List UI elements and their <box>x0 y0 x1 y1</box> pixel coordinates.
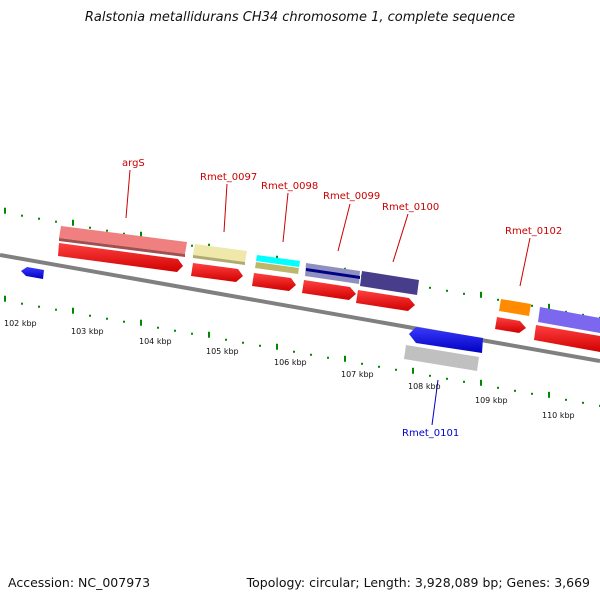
gc-tick <box>38 305 40 308</box>
gene-label-argS: argS <box>122 158 145 169</box>
accession-label: Accession: NC_007973 <box>8 575 151 590</box>
gene-right-forward <box>534 325 600 352</box>
kbp-tick-label: 104 kbp <box>139 337 172 346</box>
gc-tick <box>548 391 550 398</box>
gc-tick <box>480 291 482 298</box>
kbp-tick-label: 107 kbp <box>341 370 374 379</box>
kbp-tick-label: 108 kbp <box>408 382 441 391</box>
gene-Rmet_0100 <box>356 290 415 311</box>
gc-tick <box>395 368 397 371</box>
kbp-tick-label: 109 kbp <box>475 396 508 405</box>
gc-tick <box>514 389 516 392</box>
kbp-tick-labels: 102 kbp 103 kbp 104 kbp 105 kbp 106 kbp 107 k… <box>4 319 575 420</box>
gc-tick <box>378 365 380 368</box>
gc-tick <box>55 308 57 311</box>
gene-box-Rmet_0097-shadow <box>193 255 245 265</box>
gc-tick <box>55 220 57 223</box>
gene-label-Rmet_0098: Rmet_0098 <box>261 181 318 192</box>
gc-tick <box>191 244 193 247</box>
gene-label-Rmet_0100: Rmet_0100 <box>382 202 439 213</box>
gc-tick <box>174 329 176 332</box>
gene-box-Rmet_0101 <box>404 345 479 371</box>
gc-tick <box>208 331 210 338</box>
gene-box-Rmet_0098-b <box>255 262 299 274</box>
gc-tick <box>497 386 499 389</box>
gc-tick <box>293 350 295 353</box>
gc-tick <box>21 214 23 217</box>
gene-label-Rmet_0099: Rmet_0099 <box>323 191 380 202</box>
gc-tick <box>497 298 499 301</box>
label-leader-lines <box>125 169 531 287</box>
gene-left-reverse <box>21 267 44 279</box>
gene-box-Rmet_0102 <box>499 299 531 316</box>
gc-tick <box>38 217 40 220</box>
gc-tick <box>123 232 125 235</box>
gc-tick <box>157 326 159 329</box>
genome-backbone <box>0 253 600 363</box>
gc-tick <box>463 380 465 383</box>
gene-box-Rmet_0100 <box>360 271 419 295</box>
label-leader-line-Rmet_0101 <box>431 379 439 426</box>
gc-tick <box>446 377 448 380</box>
gc-tick <box>412 367 414 374</box>
gc-tick <box>582 401 584 404</box>
map-title: Ralstonia metallidurans CH34 chromosome … <box>84 10 516 25</box>
gc-tick <box>123 320 125 323</box>
genome-summary: Topology: circular; Length: 3,928,089 bp… <box>246 575 590 590</box>
gene-box-Rmet_0098-a <box>256 255 300 267</box>
gene-box-right <box>538 307 600 333</box>
kbp-tick-label: 102 kbp <box>4 319 37 328</box>
gc-tick <box>225 338 227 341</box>
gc-tick <box>429 286 431 289</box>
gc-tick <box>140 319 142 326</box>
kbp-tick-label: 105 kbp <box>206 347 239 356</box>
kbp-tick-label: 110 kbp <box>542 411 575 420</box>
gc-tick <box>89 226 91 229</box>
gc-tick <box>191 332 193 335</box>
gc-tick <box>480 379 482 386</box>
gc-tick <box>344 355 346 362</box>
gc-tick <box>106 317 108 320</box>
gc-tick <box>531 304 533 307</box>
gc-tick <box>446 289 448 292</box>
gene-Rmet_0099 <box>302 280 356 300</box>
gene-label-Rmet_0101: Rmet_0101 <box>402 428 459 439</box>
gene-box-Rmet_0099-line <box>306 268 360 279</box>
gc-tick <box>72 219 74 226</box>
kbp-tick-label: 103 kbp <box>71 327 104 336</box>
gene-box-argS <box>59 226 187 254</box>
gc-tick <box>242 341 244 344</box>
gc-tick <box>276 343 278 350</box>
gc-tick <box>310 353 312 356</box>
gene-argS <box>58 243 183 272</box>
kbp-tick-label: 106 kbp <box>274 358 307 367</box>
gc-tick <box>4 295 6 302</box>
gene-Rmet_0101-arrow <box>409 327 483 353</box>
gene-Rmet_0097 <box>191 263 243 282</box>
gc-tick <box>565 398 567 401</box>
gene-label-Rmet_0102: Rmet_0102 <box>505 226 562 237</box>
gene-label-Rmet_0097: Rmet_0097 <box>200 172 257 183</box>
gc-tick <box>140 231 142 238</box>
gc-tick <box>582 313 584 316</box>
gc-tick <box>429 374 431 377</box>
gc-tick <box>21 302 23 305</box>
gene-Rmet_0102 <box>495 317 526 333</box>
gene-box-Rmet_0097 <box>193 244 247 262</box>
gc-tick <box>361 362 363 365</box>
gene-box-argS-shadow <box>59 238 185 257</box>
gc-tick <box>327 356 329 359</box>
gc-tick <box>259 344 261 347</box>
inner-tick-track <box>4 295 600 407</box>
gc-tick <box>531 392 533 395</box>
gc-tick <box>548 303 550 310</box>
gene-Rmet_0098 <box>252 273 296 291</box>
gc-tick <box>72 307 74 314</box>
gc-tick <box>89 314 91 317</box>
gc-tick <box>4 207 6 214</box>
gc-tick <box>463 292 465 295</box>
gc-tick <box>106 229 108 232</box>
